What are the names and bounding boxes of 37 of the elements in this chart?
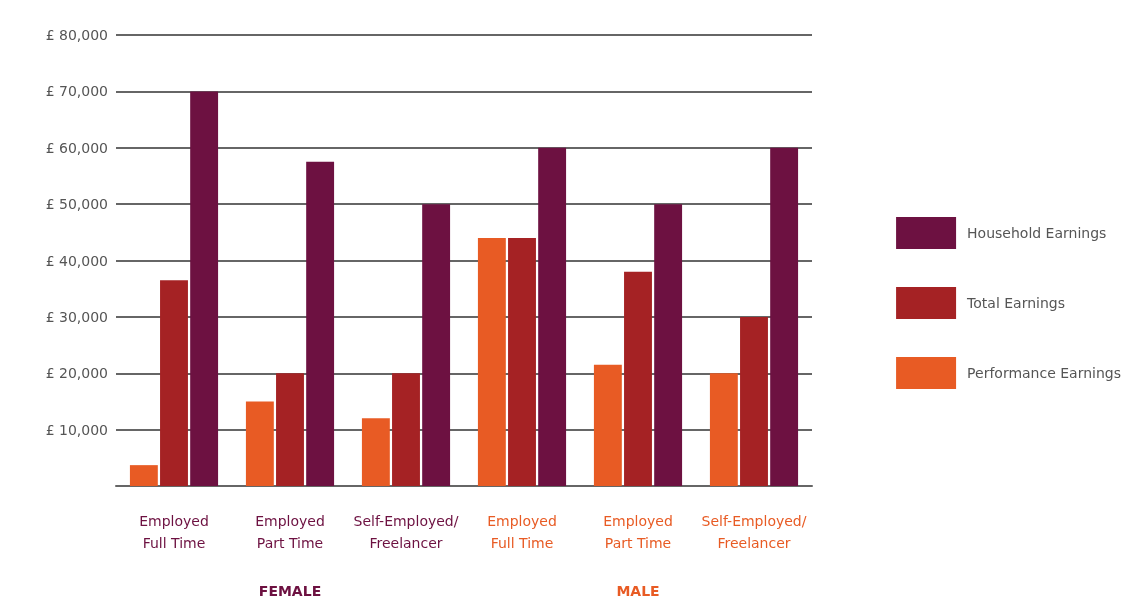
bar xyxy=(306,161,335,486)
bar xyxy=(392,373,420,486)
text: MALE xyxy=(616,583,660,599)
legend-label: Household Earnings xyxy=(967,225,1107,241)
bar xyxy=(190,91,219,486)
bar xyxy=(477,237,506,486)
bar xyxy=(538,147,567,486)
bar xyxy=(422,204,451,486)
y-tick-label: £ 20,000 xyxy=(45,365,108,382)
y-tick-label: £ 70,000 xyxy=(45,83,108,100)
legend-label: Performance Earnings xyxy=(967,365,1121,381)
legend-label: Total Earnings xyxy=(966,295,1065,311)
x-tick-label: Self-Employed/ Freelancer xyxy=(353,513,459,551)
bar xyxy=(160,280,188,486)
bar xyxy=(361,418,390,486)
bar xyxy=(709,373,738,486)
bar xyxy=(508,237,536,486)
y-tick-label: £ 60,000 xyxy=(45,139,108,156)
bar xyxy=(624,271,652,486)
y-tick-label: £ 10,000 xyxy=(45,421,108,438)
y-tick-label: £ 40,000 xyxy=(45,252,108,269)
x-tick-label: Employed Full Time xyxy=(487,513,557,551)
x-tick-label: Employed Part Time xyxy=(255,513,325,551)
x-tick-label: Self-Employed/ Freelancer xyxy=(701,513,807,551)
y-tick-label: £ 80,000 xyxy=(45,27,108,43)
bar xyxy=(593,364,622,486)
bar xyxy=(740,316,768,486)
y-tick-label: £ 50,000 xyxy=(45,196,108,213)
bar xyxy=(770,147,799,486)
bar xyxy=(654,204,683,486)
bar xyxy=(276,373,304,486)
bar xyxy=(129,465,158,486)
text: FEMALE xyxy=(258,583,322,599)
x-tick-label: Employed Part Time xyxy=(603,513,673,551)
bar xyxy=(245,401,274,486)
y-tick-label: £ 30,000 xyxy=(45,308,108,325)
x-tick-label: Employed Full Time xyxy=(139,513,209,551)
